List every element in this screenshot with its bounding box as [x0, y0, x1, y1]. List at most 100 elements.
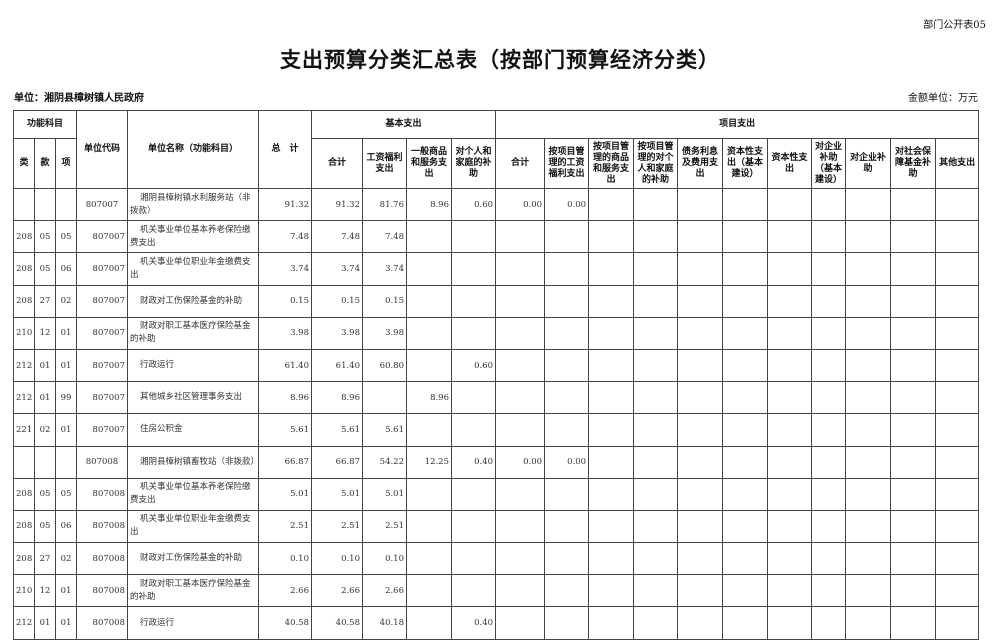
- header-project-col: 对社会保障基金补助: [890, 138, 937, 189]
- cell-empty: [935, 348, 980, 383]
- cell-empty: [845, 477, 892, 511]
- cell-empty: [633, 316, 679, 350]
- cell-kuan: 12: [34, 316, 56, 350]
- cell-b-goods: [406, 413, 452, 447]
- cell-empty: [588, 509, 635, 544]
- cell-lei: 208: [13, 542, 35, 576]
- cell-empty: [767, 445, 813, 479]
- cell-b-wage: 2.66: [362, 574, 407, 608]
- header-project-col: 合计: [495, 138, 546, 189]
- cell-name: 财政对工伤保险基金的补助: [127, 284, 259, 318]
- cell-b-sum: 3.74: [311, 252, 363, 286]
- cell-empty: [722, 509, 769, 544]
- cell-total: 3.98: [258, 316, 312, 350]
- cell-b-sum: 7.48: [311, 220, 363, 254]
- cell-empty: [935, 284, 980, 318]
- cell-empty: [811, 606, 847, 640]
- table-row: 212 01 01 807007 行政运行 61.40 61.40 60.80 0.60: [13, 348, 980, 383]
- cell-xiang: 05: [55, 477, 77, 511]
- cell-empty: [677, 348, 724, 383]
- cell-empty: [677, 413, 724, 447]
- cell-empty: [890, 316, 937, 350]
- cell-code: 807008: [76, 574, 128, 608]
- header-project-col: 债务利息及费用支出: [677, 138, 724, 189]
- cell-b-wage: 2.51: [362, 509, 407, 544]
- cell-b-person: [450, 542, 497, 576]
- budget-table: 功能科目 单位代码 单位名称（功能科目） 总 计 基本支出 项目支出 类 款 项…: [13, 110, 980, 640]
- header-basic-col: 工资福利支出: [362, 138, 407, 189]
- cell-empty: [633, 413, 679, 447]
- cell-p-sum: [495, 509, 546, 544]
- cell-empty: [845, 187, 892, 222]
- cell-kuan: 05: [34, 252, 56, 286]
- cell-b-goods: [406, 574, 452, 608]
- cell-name: 湘阴县樟树镇畜牧站（非拨款）: [127, 445, 259, 479]
- cell-empty: [845, 413, 892, 447]
- cell-xiang: 01: [55, 348, 77, 383]
- header-basic-col: 一般商品和服务支出: [406, 138, 452, 189]
- unit-name-text: 财政对职工基本医疗保险基金的补助: [130, 578, 251, 602]
- header-project-col: 资本性支出: [767, 138, 813, 189]
- cell-empty: [935, 509, 980, 544]
- cell-empty: [767, 252, 813, 286]
- table-row: 210 12 01 807008 财政对职工基本医疗保险基金的补助 2.66 2.66 2.6…: [13, 574, 980, 608]
- cell-b-wage: 54.22: [362, 445, 407, 479]
- money-unit: 金额单位：万元: [908, 93, 978, 104]
- cell-name: 财政对职工基本医疗保险基金的补助: [127, 316, 259, 350]
- table-row: 208 27 02 807007 财政对工伤保险基金的补助 0.15 0.15 0.15: [13, 284, 980, 318]
- cell-b-person: 0.40: [450, 606, 497, 640]
- cell-b-sum: 2.51: [311, 509, 363, 544]
- cell-empty: [811, 187, 847, 222]
- cell-name: 财政对工伤保险基金的补助: [127, 542, 259, 576]
- cell-b-sum: 61.40: [311, 348, 363, 383]
- cell-b-person: [450, 509, 497, 544]
- cell-empty: [767, 509, 813, 544]
- cell-b-wage: 3.98: [362, 316, 407, 350]
- cell-kuan: 27: [34, 542, 56, 576]
- cell-lei: [13, 187, 35, 222]
- header-xiang: 项: [55, 138, 77, 189]
- cell-total: 0.15: [258, 284, 312, 318]
- cell-total: 2.66: [258, 574, 312, 608]
- cell-empty: [935, 574, 980, 608]
- cell-empty: [935, 220, 980, 254]
- cell-empty: [811, 252, 847, 286]
- cell-code: 807007: [76, 220, 128, 254]
- cell-name: 行政运行: [127, 606, 259, 640]
- cell-kuan: 01: [34, 348, 56, 383]
- cell-empty: [633, 252, 679, 286]
- header-basic-col: 对个人和家庭的补助: [450, 138, 497, 189]
- cell-empty: [935, 252, 980, 286]
- cell-empty: [767, 477, 813, 511]
- unit-name-text: 湘阴县樟树镇水利服务站（非拨款）: [130, 192, 251, 216]
- cell-b-person: [450, 574, 497, 608]
- cell-p-sum: [495, 477, 546, 511]
- cell-kuan: 01: [34, 606, 56, 640]
- cell-p-wage: [544, 220, 590, 254]
- cell-empty: [845, 252, 892, 286]
- unit-name-text: 其他城乡社区管理事务支出: [140, 392, 243, 403]
- header-project-col: 资本性支出（基本建设）: [722, 138, 769, 189]
- table-row: 208 27 02 807008 财政对工伤保险基金的补助 0.10 0.10 0.10: [13, 542, 980, 576]
- cell-total: 91.32: [258, 187, 312, 222]
- cell-b-person: [450, 381, 497, 415]
- cell-name: 湘阴县樟树镇水利服务站（非拨款）: [127, 187, 259, 222]
- cell-empty: [811, 445, 847, 479]
- cell-kuan: 05: [34, 477, 56, 511]
- cell-name: 机关事业单位职业年金缴费支出: [127, 509, 259, 544]
- cell-empty: [588, 284, 635, 318]
- cell-empty: [890, 542, 937, 576]
- cell-code: 807008: [76, 542, 128, 576]
- cell-b-person: [450, 413, 497, 447]
- cell-p-sum: [495, 606, 546, 640]
- cell-empty: [588, 316, 635, 350]
- cell-empty: [890, 381, 937, 415]
- cell-b-wage: [362, 381, 407, 415]
- cell-b-sum: 40.58: [311, 606, 363, 640]
- cell-empty: [677, 606, 724, 640]
- cell-p-sum: 0.00: [495, 445, 546, 479]
- cell-b-sum: 8.96: [311, 381, 363, 415]
- cell-empty: [588, 381, 635, 415]
- table-row: 212 01 99 807007 其他城乡社区管理事务支出 8.96 8.96 8.96: [13, 381, 980, 415]
- cell-code: 807007: [76, 187, 128, 222]
